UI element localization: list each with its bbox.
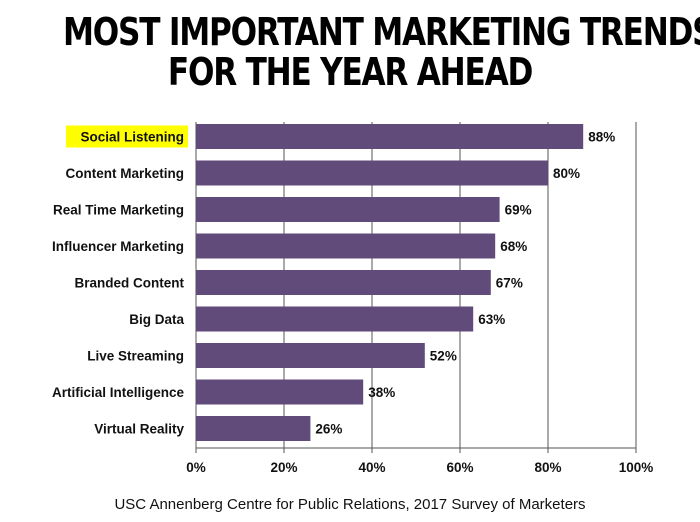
bar: [196, 343, 425, 368]
value-label: 52%: [430, 349, 457, 364]
bar: [196, 160, 548, 186]
bar-chart: 0% 20% 40% 60% 80% 100% Social Listening 88% Con…: [52, 122, 654, 475]
x-tick-label: 60%: [446, 460, 473, 475]
category-highlight: [66, 125, 188, 148]
category-label: Social Listening: [80, 130, 184, 145]
value-label: 38%: [368, 385, 395, 400]
bar: [196, 270, 491, 295]
bar: [196, 233, 496, 259]
value-label: 63%: [478, 312, 505, 327]
chart-title-line-2: FOR THE YEAR AHEAD: [167, 50, 533, 94]
category-label: Branded Content: [75, 276, 185, 291]
category-label: Influencer Marketing: [52, 239, 184, 254]
chart-title-line-1: MOST IMPORTANT MARKETING TRENDS: [63, 10, 700, 54]
category-label: Virtual Reality: [94, 422, 184, 437]
x-tick-label: 40%: [358, 460, 385, 475]
bar: [196, 197, 500, 222]
value-label: 69%: [505, 203, 532, 218]
bar: [196, 416, 311, 441]
category-label: Big Data: [129, 312, 184, 327]
value-label: 67%: [496, 276, 523, 291]
x-tick-label: 0%: [186, 460, 206, 475]
category-label: Live Streaming: [87, 349, 184, 364]
bar: [196, 124, 584, 149]
value-label: 68%: [500, 239, 527, 254]
category-label: Content Marketing: [65, 166, 184, 181]
category-label: Artificial Intelligence: [52, 385, 185, 400]
x-tick-label: 100%: [619, 460, 654, 475]
value-label: 26%: [315, 422, 342, 437]
value-label: 80%: [553, 166, 580, 181]
category-label: Real Time Marketing: [53, 203, 184, 218]
bar: [196, 379, 364, 405]
chart-title: MOST IMPORTANT MARKETING TRENDS FOR THE …: [63, 10, 700, 94]
source-caption: USC Annenberg Centre for Public Relation…: [114, 496, 586, 513]
x-tick-label: 80%: [534, 460, 561, 475]
value-label: 88%: [588, 130, 615, 145]
bar: [196, 306, 474, 332]
x-tick-label: 20%: [270, 460, 297, 475]
